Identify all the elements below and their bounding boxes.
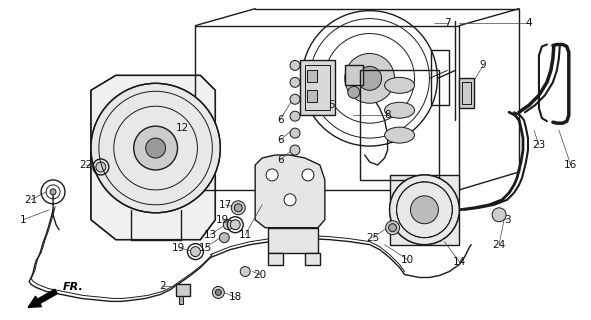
Circle shape bbox=[345, 53, 395, 103]
Circle shape bbox=[420, 205, 430, 215]
Bar bbox=[305, 252, 320, 265]
Bar bbox=[345, 65, 363, 85]
Bar bbox=[307, 90, 317, 102]
Text: 22: 22 bbox=[79, 160, 93, 170]
Ellipse shape bbox=[385, 127, 414, 143]
Circle shape bbox=[389, 175, 459, 244]
Ellipse shape bbox=[385, 102, 414, 118]
Circle shape bbox=[358, 67, 382, 90]
Bar bbox=[431, 51, 449, 105]
Text: 5: 5 bbox=[329, 100, 335, 110]
Circle shape bbox=[290, 111, 300, 121]
Text: 13: 13 bbox=[204, 230, 217, 240]
Bar bbox=[178, 296, 183, 304]
Text: 11: 11 bbox=[239, 230, 252, 240]
Text: 6: 6 bbox=[277, 155, 283, 165]
Ellipse shape bbox=[385, 77, 414, 93]
Circle shape bbox=[290, 77, 300, 87]
Circle shape bbox=[134, 126, 177, 170]
Text: 6: 6 bbox=[277, 115, 283, 125]
Polygon shape bbox=[255, 155, 325, 228]
Polygon shape bbox=[91, 76, 215, 240]
Text: 19: 19 bbox=[172, 243, 185, 252]
Bar bbox=[462, 82, 471, 104]
Text: 1: 1 bbox=[20, 215, 27, 225]
Circle shape bbox=[290, 128, 300, 138]
Text: 16: 16 bbox=[564, 160, 577, 170]
Circle shape bbox=[223, 220, 233, 230]
Circle shape bbox=[492, 208, 506, 222]
Text: 20: 20 bbox=[254, 269, 267, 279]
Circle shape bbox=[413, 198, 436, 222]
Text: 2: 2 bbox=[159, 282, 166, 292]
Text: 9: 9 bbox=[480, 60, 486, 70]
Text: 4: 4 bbox=[525, 18, 532, 28]
Text: 10: 10 bbox=[401, 255, 414, 265]
Text: 7: 7 bbox=[444, 18, 451, 28]
Circle shape bbox=[190, 247, 200, 257]
Text: 12: 12 bbox=[176, 123, 189, 133]
Bar bbox=[307, 70, 317, 82]
Bar bbox=[268, 252, 283, 265]
Circle shape bbox=[96, 162, 106, 172]
Text: 19: 19 bbox=[216, 215, 229, 225]
Text: 6: 6 bbox=[277, 135, 283, 145]
Circle shape bbox=[290, 145, 300, 155]
Text: 18: 18 bbox=[229, 292, 242, 302]
Circle shape bbox=[385, 221, 400, 235]
Circle shape bbox=[219, 233, 229, 243]
Bar bbox=[459, 78, 474, 108]
Circle shape bbox=[389, 224, 397, 232]
Circle shape bbox=[290, 94, 300, 104]
Bar bbox=[176, 284, 190, 296]
Text: 8: 8 bbox=[384, 110, 391, 120]
Text: 14: 14 bbox=[453, 257, 466, 267]
Circle shape bbox=[266, 169, 278, 181]
FancyArrow shape bbox=[28, 289, 57, 307]
Circle shape bbox=[91, 83, 220, 213]
Text: 25: 25 bbox=[366, 233, 379, 243]
Text: 23: 23 bbox=[532, 140, 545, 150]
Text: 15: 15 bbox=[199, 243, 212, 252]
Text: 17: 17 bbox=[219, 200, 232, 210]
Circle shape bbox=[50, 189, 56, 195]
Circle shape bbox=[302, 169, 314, 181]
Circle shape bbox=[348, 86, 360, 98]
Circle shape bbox=[230, 220, 240, 230]
Circle shape bbox=[240, 267, 250, 276]
Circle shape bbox=[231, 201, 245, 215]
Bar bbox=[305, 65, 330, 110]
Circle shape bbox=[284, 194, 296, 206]
Circle shape bbox=[389, 175, 459, 244]
Circle shape bbox=[145, 138, 165, 158]
Text: 24: 24 bbox=[492, 240, 506, 250]
Circle shape bbox=[234, 204, 242, 212]
Circle shape bbox=[411, 196, 439, 224]
Circle shape bbox=[215, 289, 221, 295]
Bar bbox=[300, 60, 335, 115]
Text: 21: 21 bbox=[25, 195, 38, 205]
Bar bbox=[389, 175, 459, 244]
Bar bbox=[268, 228, 318, 252]
Text: 3: 3 bbox=[504, 215, 511, 225]
Circle shape bbox=[290, 60, 300, 70]
Bar bbox=[360, 70, 439, 180]
Circle shape bbox=[212, 286, 225, 298]
Text: FR.: FR. bbox=[63, 283, 84, 292]
